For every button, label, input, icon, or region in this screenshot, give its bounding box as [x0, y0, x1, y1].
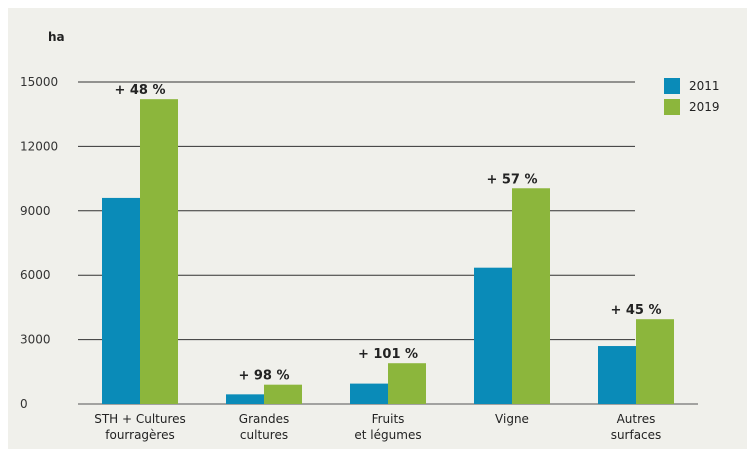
- y-tick-label: 3000: [20, 333, 51, 347]
- y-tick-label: 9000: [20, 204, 51, 218]
- y-tick-label: 12000: [20, 139, 58, 153]
- legend-swatch-2011: [664, 78, 680, 94]
- category-label: cultures: [240, 428, 288, 442]
- legend-swatch-2019: [664, 99, 680, 115]
- growth-label: + 98 %: [238, 369, 289, 384]
- y-tick-label: 15000: [20, 75, 58, 89]
- bar-2011: [226, 394, 264, 404]
- bar-2011: [474, 267, 512, 404]
- bar-2019: [264, 384, 302, 404]
- category-label: surfaces: [611, 428, 662, 442]
- category-label: Autres: [617, 412, 656, 426]
- growth-label: + 57 %: [486, 172, 537, 187]
- bar-chart: ha 0 3000 6000 9000 12000 15000 + 48 % STH + Cul…: [20, 30, 720, 442]
- bar-2019: [512, 188, 550, 404]
- y-tick-label: 6000: [20, 268, 51, 282]
- bar-2019: [140, 99, 178, 404]
- category-label: Fruits: [372, 412, 405, 426]
- bar-2011: [598, 346, 636, 404]
- y-tick-label: 0: [20, 397, 28, 411]
- chart-panel: ha 0 3000 6000 9000 12000 15000 + 48 % STH + Cul…: [8, 8, 747, 449]
- category-label: fourragères: [105, 428, 175, 442]
- category-label: STH + Cultures: [94, 412, 186, 426]
- category-label: Vigne: [495, 412, 529, 426]
- bar-2011: [102, 197, 140, 404]
- bar-2011: [350, 383, 388, 404]
- legend-label: 2011: [689, 79, 720, 93]
- y-axis-label: ha: [48, 30, 65, 44]
- category-label: Grandes: [239, 412, 289, 426]
- growth-label: + 45 %: [610, 303, 661, 318]
- bar-2019: [388, 363, 426, 404]
- bar-2019: [636, 319, 674, 404]
- legend-label: 2019: [689, 100, 720, 114]
- category-label: et légumes: [354, 428, 421, 442]
- growth-label: + 48 %: [114, 83, 165, 98]
- growth-label: + 101 %: [358, 347, 418, 362]
